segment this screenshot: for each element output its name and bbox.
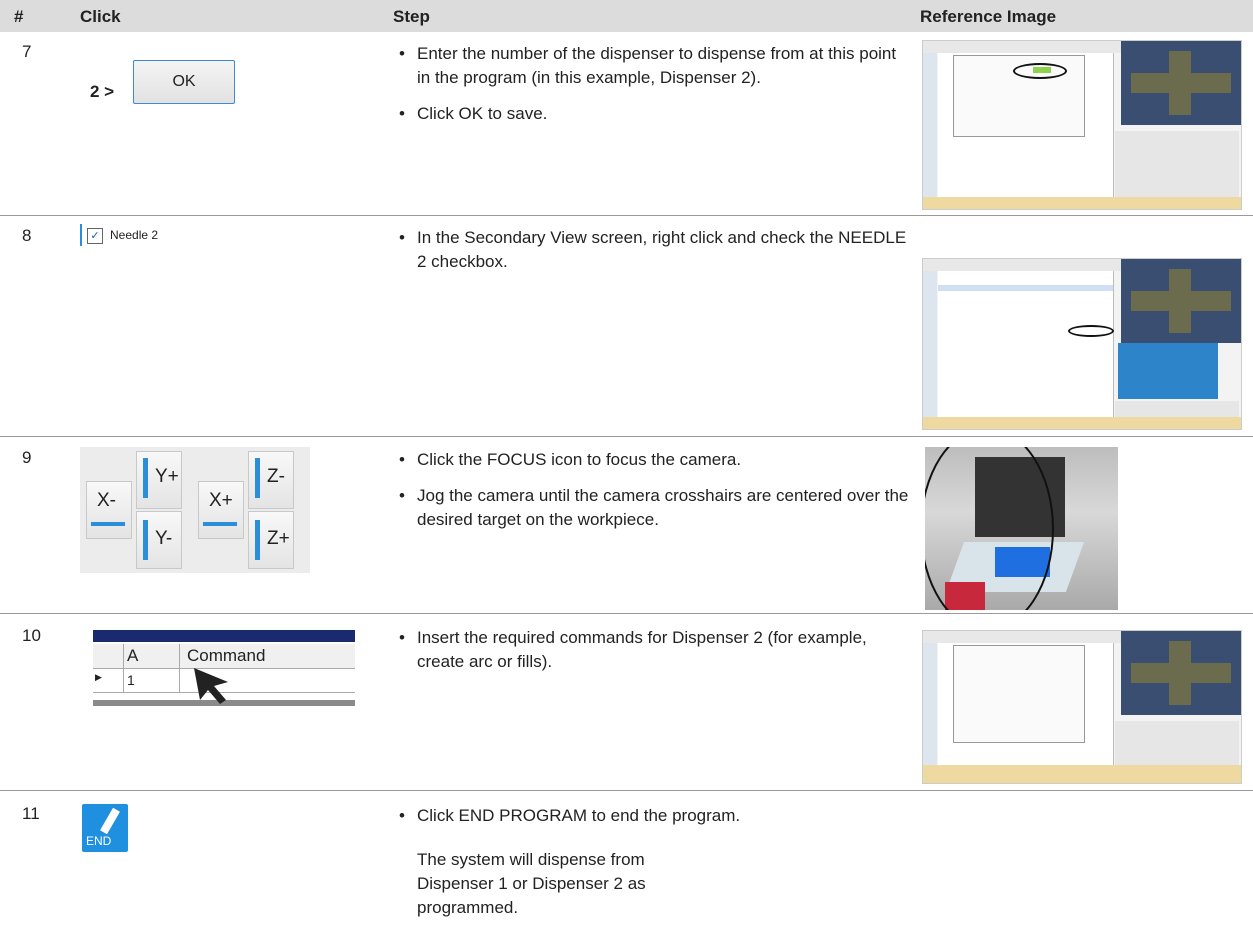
step: Click END PROGRAM to end the program. bbox=[397, 804, 912, 828]
step: Enter the number of the dispenser to dis… bbox=[397, 42, 912, 90]
end-icon[interactable]: END bbox=[82, 804, 128, 852]
steps: Enter the number of the dispenser to dis… bbox=[397, 42, 912, 138]
click-prefix: 2 > bbox=[90, 82, 115, 101]
jog-button[interactable]: Y- bbox=[136, 511, 182, 569]
step: Jog the camera until the camera crosshai… bbox=[397, 484, 912, 532]
row-number: 10 bbox=[22, 626, 41, 645]
steps: Insert the required commands for Dispens… bbox=[397, 626, 912, 686]
jog-panel: X- Y+ X+ Z- Y- Z+ bbox=[80, 447, 310, 573]
label: X+ bbox=[209, 490, 233, 511]
checkbox[interactable]: ✓ bbox=[87, 228, 103, 244]
label: X- bbox=[97, 490, 116, 511]
label: END bbox=[86, 834, 112, 848]
header-bar bbox=[0, 0, 1253, 32]
row-separator bbox=[0, 613, 1253, 614]
row-number: 8 bbox=[22, 226, 32, 245]
header-cell: Step bbox=[393, 7, 430, 26]
steps: Click END PROGRAM to end the program. Th… bbox=[397, 804, 912, 920]
label: Z+ bbox=[267, 528, 290, 549]
column-header: A bbox=[127, 646, 139, 665]
jog-button[interactable]: X+ bbox=[198, 481, 244, 539]
header-cell: Reference Image bbox=[920, 7, 1057, 26]
jog-button[interactable]: Z+ bbox=[248, 511, 294, 569]
jog-button[interactable]: Y+ bbox=[136, 451, 182, 509]
row-number: 7 bbox=[22, 42, 32, 61]
header-cell: # bbox=[14, 7, 24, 26]
ok-button[interactable]: OK bbox=[133, 60, 235, 104]
row-number: 9 bbox=[22, 448, 32, 467]
grid-snippet: A Command ▶ 1 bbox=[93, 630, 355, 706]
step: In the Secondary View screen, right clic… bbox=[397, 226, 912, 274]
reference-image bbox=[922, 630, 1242, 784]
step: Click OK to save. bbox=[397, 102, 912, 126]
focus-bar bbox=[80, 224, 82, 246]
label: Y- bbox=[155, 528, 173, 549]
reference-photo bbox=[925, 447, 1118, 610]
row-cell: 1 bbox=[127, 672, 135, 688]
steps: In the Secondary View screen, right clic… bbox=[397, 226, 912, 286]
column-header: Command bbox=[187, 646, 266, 665]
steps: Click the FOCUS icon to focus the camera… bbox=[397, 448, 912, 544]
header-cell: Click bbox=[80, 7, 121, 26]
step: Click the FOCUS icon to focus the camera… bbox=[397, 448, 912, 472]
row-number: 11 bbox=[22, 804, 40, 823]
label: Z- bbox=[267, 466, 285, 487]
row-separator bbox=[0, 790, 1253, 791]
jog-button[interactable]: Z- bbox=[248, 451, 294, 509]
row-separator bbox=[0, 436, 1253, 437]
reference-image bbox=[922, 258, 1242, 430]
checkbox-label: Needle 2 bbox=[110, 228, 159, 242]
step: Insert the required commands for Dispens… bbox=[397, 626, 912, 674]
cursor bbox=[194, 668, 228, 704]
jog-button[interactable]: X- bbox=[86, 481, 132, 539]
row-separator bbox=[0, 215, 1253, 216]
reference-image bbox=[922, 40, 1242, 210]
note: The system will dispense from Dispenser … bbox=[417, 850, 646, 917]
label: Y+ bbox=[155, 466, 179, 487]
